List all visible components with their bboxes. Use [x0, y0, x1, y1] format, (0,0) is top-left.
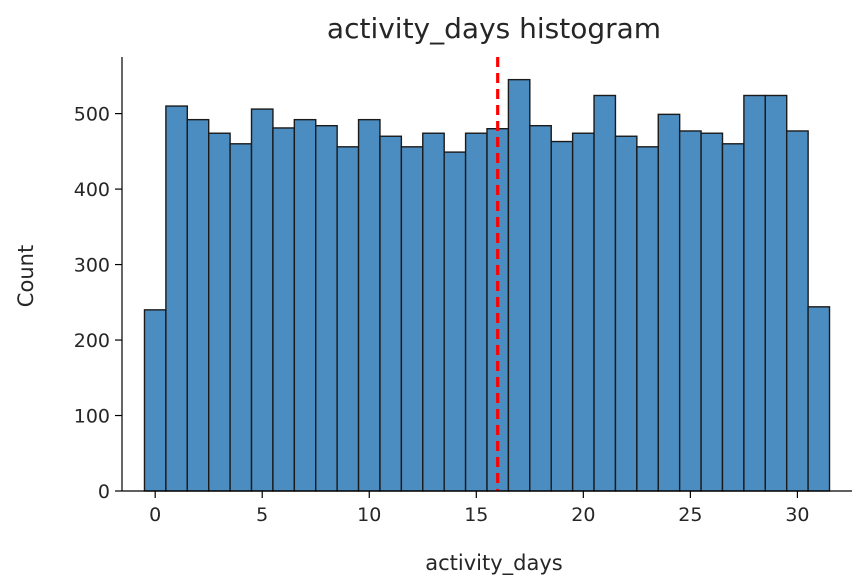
chart-title: activity_days histogram [327, 12, 661, 45]
histogram-bar-18 [529, 124, 552, 492]
y-tick-label-200: 200 [74, 330, 110, 352]
x-tick-label-30: 30 [785, 504, 809, 526]
y-tick-label-500: 500 [74, 104, 110, 126]
y-tick-label-400: 400 [74, 179, 110, 201]
histogram-bar-2 [186, 118, 210, 492]
histogram-bar-28 [743, 94, 767, 492]
histogram-bar-5 [250, 108, 274, 492]
histogram-bar-6 [272, 127, 296, 492]
y-ticks-group: 0 100 200 300 400 500 [74, 104, 122, 503]
x-tick-label-25: 25 [678, 504, 702, 526]
y-axis-label: Count [14, 245, 38, 307]
histogram-bar-7 [293, 118, 317, 492]
histogram-bar-23 [636, 146, 659, 492]
x-tick-label-20: 20 [571, 504, 595, 526]
histogram-bar-31 [807, 306, 831, 492]
bars-group [143, 78, 831, 492]
histogram-bar-24 [657, 113, 681, 492]
histogram-bar-30 [786, 130, 809, 492]
x-ticks-group: 0 5 10 15 20 25 30 [149, 491, 810, 526]
histogram-bar-25 [678, 130, 702, 492]
histogram-bar-17 [507, 78, 531, 492]
histogram-bar-1 [165, 105, 188, 492]
x-tick-label-5: 5 [256, 504, 268, 526]
histogram-bar-21 [593, 94, 617, 492]
histogram-bar-16 [486, 127, 510, 492]
histogram-bar-10 [357, 118, 381, 492]
histogram-bar-3 [207, 132, 231, 492]
x-tick-label-10: 10 [357, 504, 381, 526]
x-tick-label-0: 0 [149, 504, 161, 526]
histogram-bar-29 [764, 94, 788, 492]
x-axis-label: activity_days [425, 551, 562, 576]
histogram-bar-4 [229, 143, 253, 492]
histogram-bar-22 [614, 135, 638, 492]
histogram-bar-8 [315, 124, 338, 492]
histogram-bar-15 [464, 132, 488, 492]
histogram-bar-9 [336, 146, 360, 492]
y-tick-label-100: 100 [74, 406, 110, 428]
histogram-bar-13 [422, 132, 445, 492]
histogram-bar-14 [443, 151, 467, 492]
histogram-bar-27 [721, 143, 745, 492]
x-tick-label-15: 15 [464, 504, 488, 526]
y-tick-label-300: 300 [74, 255, 110, 277]
histogram-bar-20 [571, 132, 595, 492]
y-tick-label-0: 0 [98, 481, 110, 503]
histogram-bar-11 [379, 135, 403, 492]
histogram-bar-19 [550, 140, 574, 492]
histogram-bar-26 [700, 132, 724, 492]
histogram-bar-12 [400, 146, 424, 492]
axes-group [121, 57, 852, 492]
histogram-bar-0 [143, 309, 167, 492]
